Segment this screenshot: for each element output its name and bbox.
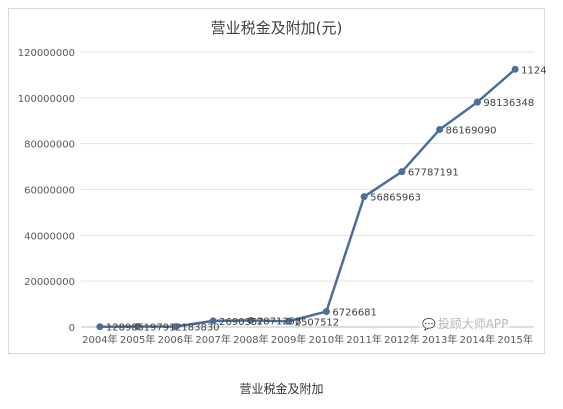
x-tick-label: 2005年 — [120, 333, 155, 346]
data-point — [322, 308, 330, 316]
data-point — [96, 323, 104, 331]
data-label: 2871258 — [257, 316, 302, 327]
wechat-icon: 💬 — [422, 318, 436, 331]
data-label: 98136348 — [483, 98, 534, 109]
series-line — [99, 68, 516, 328]
data-point — [285, 317, 293, 325]
data-label: 112453855 — [521, 65, 546, 76]
data-point — [436, 126, 444, 134]
data-point — [247, 316, 255, 324]
x-tick-label: 2006年 — [158, 333, 193, 346]
data-point — [171, 323, 179, 331]
data-label: 6726681 — [332, 308, 377, 319]
x-tick-label: 2009年 — [271, 333, 306, 346]
data-label: 2507512 — [295, 317, 340, 328]
data-point — [360, 193, 368, 201]
y-tick-label: 40000000 — [24, 231, 75, 242]
data-point — [398, 168, 406, 176]
x-tick-label: 2007年 — [195, 333, 230, 346]
x-tick-label: 2012年 — [384, 333, 419, 346]
x-tick-label: 2014年 — [460, 333, 495, 346]
y-tick-label: 80000000 — [24, 140, 75, 151]
y-tick-label: 100000000 — [18, 94, 75, 105]
data-label: 2690357 — [219, 317, 264, 328]
data-label: 128985 — [106, 323, 144, 334]
data-point — [134, 323, 142, 331]
data-label: 56865963 — [370, 193, 421, 204]
watermark-text: 投顾大师APP — [437, 317, 509, 331]
data-label: 86169090 — [446, 126, 497, 137]
x-tick-label: 2010年 — [309, 333, 344, 346]
data-point — [209, 317, 217, 325]
y-tick-label: 20000000 — [24, 277, 75, 288]
y-tick-label: 120000000 — [18, 48, 75, 59]
x-tick-label: 2013年 — [422, 333, 457, 346]
chart-container: 营业税金及附加(元) 0 20000000 40000000 60000000 8000… — [8, 8, 546, 354]
x-tick-label: 2008年 — [233, 333, 268, 346]
data-label: 197912 — [144, 323, 182, 334]
x-tick-label: 2011年 — [346, 333, 381, 346]
watermark: 💬 投顾大师APP — [420, 315, 511, 332]
data-point — [511, 65, 519, 73]
x-tick-label: 2015年 — [497, 333, 532, 346]
data-label: 183830 — [181, 323, 219, 334]
data-point — [473, 98, 481, 106]
y-tick-label: 60000000 — [24, 186, 75, 197]
data-label: 67787191 — [408, 168, 459, 179]
line-chart: 0 20000000 40000000 60000000 80000000 1000000… — [18, 48, 546, 346]
figure-caption: 营业税金及附加 — [239, 382, 324, 396]
x-tick-label: 2004年 — [82, 333, 117, 346]
y-tick-label: 0 — [69, 323, 75, 334]
chart-title: 营业税金及附加(元) — [210, 19, 343, 37]
